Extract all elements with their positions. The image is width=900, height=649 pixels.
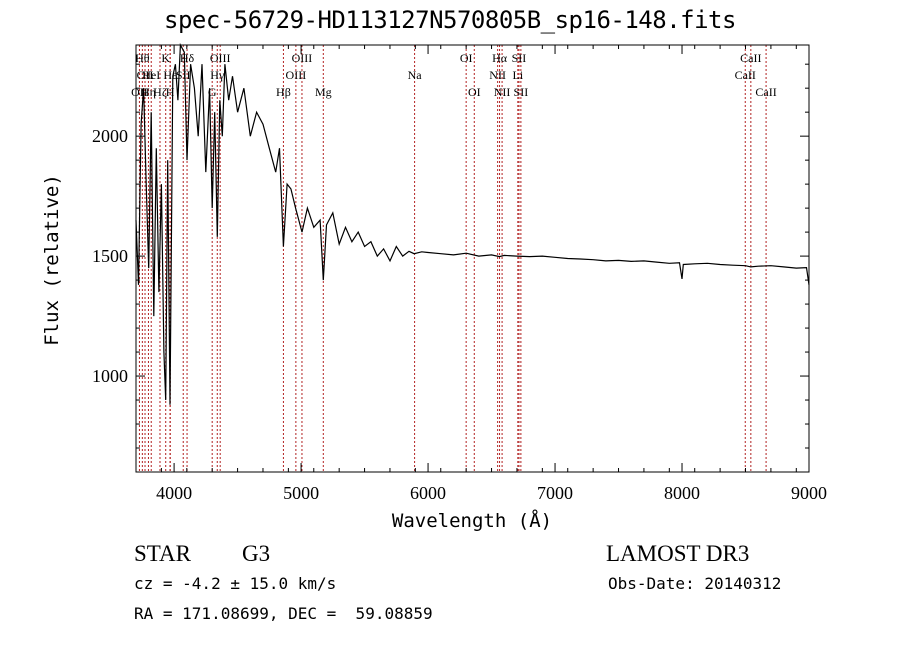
line-label-29: CaII [755,85,776,99]
line-label-6: K [161,51,170,65]
line-label-9: SII [176,68,191,82]
chart-title: spec-56729-HD113127N570805B_sp16-148.fit… [164,6,736,34]
y-axis-ticks: 1000 1500 2000 [92,63,809,449]
line-label-3: Hη [141,85,156,99]
line-label-28: CaII [740,51,761,65]
coordinates-text: RA = 171.08699, DEC = 59.08859 [134,604,433,623]
line-label-7: H [166,85,175,99]
x-tick-label-5: 9000 [791,483,827,503]
line-label-27: CaII [735,68,756,82]
survey-name: LAMOST DR3 [606,541,750,566]
line-label-19: OI [460,51,473,65]
line-label-13: OIII [210,51,231,65]
observation-date: Obs-Date: 20140312 [608,574,782,593]
line-label-18: Na [408,68,423,82]
line-label-23: NII [494,85,511,99]
x-tick-label-0: 4000 [156,483,192,503]
line-label-10: Hδ [180,51,195,65]
line-label-21: NII [489,68,506,82]
y-tick-label-0: 1000 [92,366,128,386]
line-label-22: Hα [492,51,508,65]
line-label-24: Li [512,68,523,82]
line-label-20: OI [468,85,481,99]
line-label-5: Hζ [153,85,167,99]
x-axis-label: Wavelength (Å) [391,510,553,532]
x-tick-label-2: 6000 [410,483,446,503]
line-label-15: OIII [286,68,307,82]
line-label-1: Hθ [135,51,150,65]
line-label-16: OIII [292,51,313,65]
line-label-12: Hγ [210,68,225,82]
y-tick-label-1: 1500 [92,246,128,266]
object-subclass: G3 [242,541,271,566]
line-label-2: OII [137,68,154,82]
plot-frame [135,44,810,473]
line-label-26: SII [514,85,529,99]
line-label-17: Mg [315,85,332,99]
y-tick-label-2: 2000 [92,126,128,146]
object-class: STAR [134,541,191,566]
line-label-14: Hβ [276,85,291,99]
redshift-text: cz = -4.2 ± 15.0 km/s [134,574,337,593]
x-axis-ticks: 4000 5000 6000 7000 8000 9000 [135,45,827,503]
x-tick-label-1: 5000 [283,483,319,503]
x-tick-label-4: 8000 [664,483,700,503]
x-tick-label-3: 7000 [537,483,573,503]
line-label-11: G [208,85,217,99]
emission-line-markers [138,45,767,472]
spectrum-line [135,42,810,405]
line-label-25: SII [512,51,527,65]
y-axis-label: Flux (relative) [41,174,63,346]
line-label-4: HeI [142,68,160,82]
